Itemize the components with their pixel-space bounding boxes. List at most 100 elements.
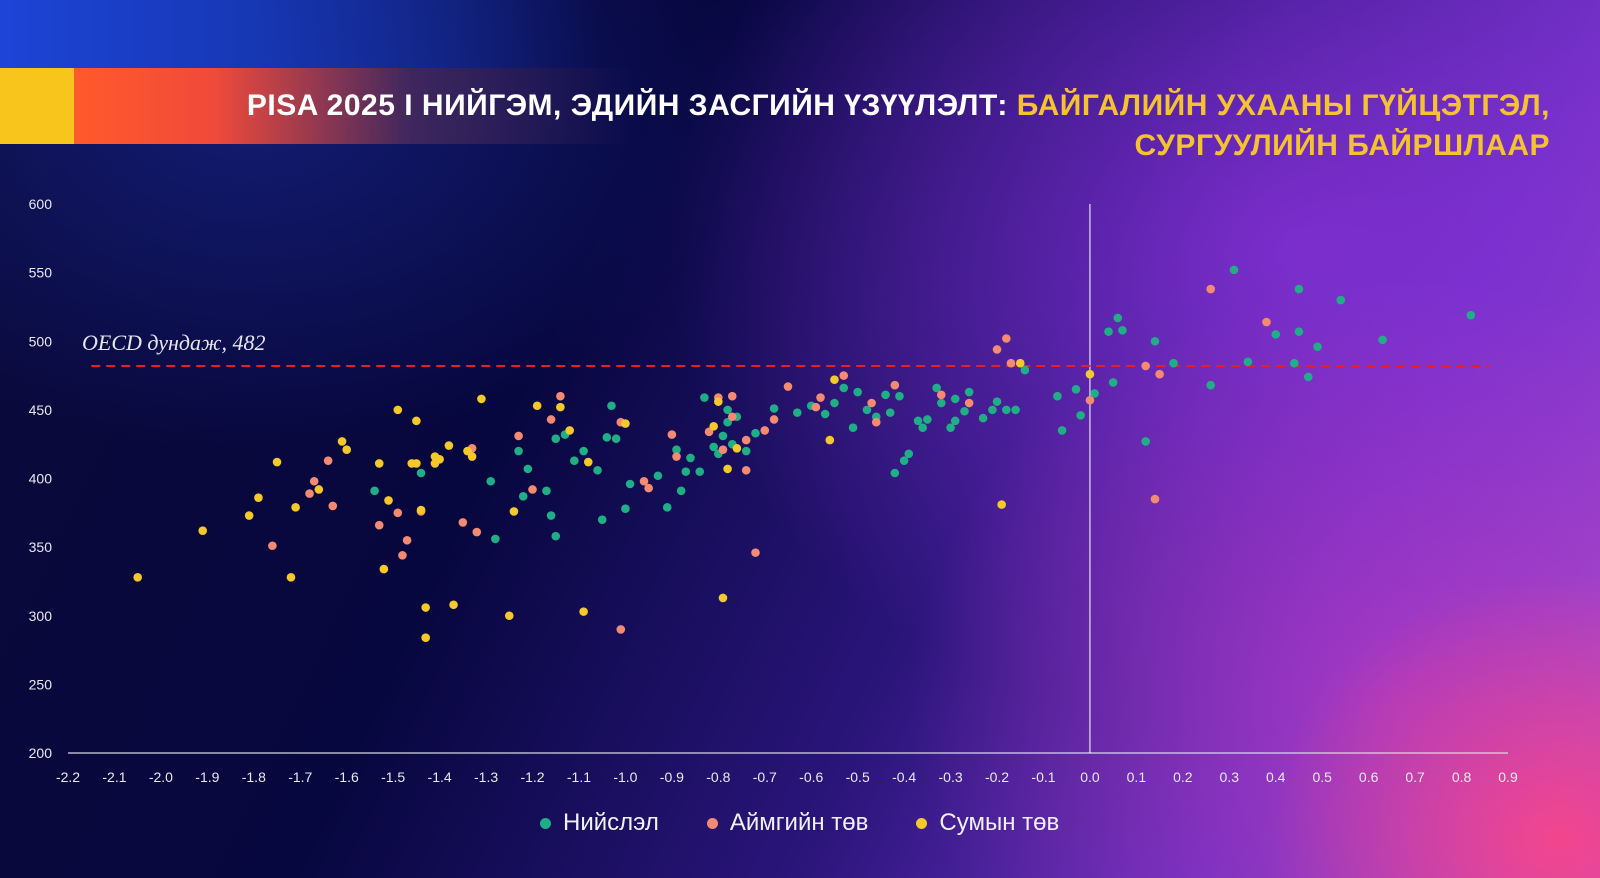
data-point-series-0 [551, 434, 561, 443]
data-point-series-1 [323, 456, 333, 465]
data-point-series-2 [421, 633, 430, 643]
oecd-average-label: OECD дундаж, 482 [82, 330, 266, 355]
x-tick-label: 0.0 [1080, 769, 1100, 785]
data-point-series-1 [398, 551, 407, 560]
x-tick-label: -0.1 [1031, 769, 1055, 785]
legend-dot-icon [706, 817, 718, 829]
data-point-series-0 [1290, 358, 1299, 368]
data-point-series-1 [472, 527, 482, 537]
data-point-series-1 [727, 391, 737, 401]
data-point-series-0 [1057, 426, 1067, 435]
x-tick-label: -2.2 [56, 769, 80, 785]
data-point-series-0 [514, 446, 523, 456]
data-point-series-1 [760, 426, 770, 435]
data-point-series-1 [890, 380, 900, 390]
data-point-series-2 [579, 607, 588, 616]
data-point-series-2 [421, 603, 430, 612]
title-part1: PISA 2025 I НИЙГЭМ, ЭДИЙН ЗАСГИЙН ҮЗҮҮЛЭ… [246, 89, 1017, 122]
chart-legend: Нийслэл Аймгийн төв Сумын төв [540, 808, 1059, 838]
data-point-series-0 [923, 415, 932, 424]
data-point-series-0 [862, 405, 872, 415]
title-part2: БАЙГАЛИЙН УХААНЫ ГҮЙЦЭТГЭЛ, [1016, 89, 1550, 122]
x-tick-label: -0.7 [753, 769, 777, 785]
data-point-series-1 [867, 398, 876, 408]
data-point-series-1 [1002, 334, 1011, 343]
data-point-series-0 [607, 401, 616, 411]
data-point-series-0 [751, 428, 760, 438]
data-point-series-0 [621, 504, 630, 513]
data-point-series-2 [732, 444, 742, 453]
data-point-series-0 [1020, 365, 1030, 375]
data-point-series-0 [662, 503, 672, 512]
data-point-series-0 [1104, 327, 1113, 336]
data-point-series-0 [960, 406, 969, 416]
data-point-series-0 [830, 398, 839, 408]
data-point-series-1 [667, 430, 677, 439]
data-point-series-2 [565, 426, 574, 435]
data-point-series-2 [374, 459, 384, 468]
data-point-series-2 [449, 600, 458, 610]
data-point-series-2 [467, 452, 477, 461]
data-point-series-0 [676, 486, 686, 496]
legend-dot-icon [540, 817, 551, 829]
legend-item-capital: Нийслэл [540, 809, 659, 837]
data-point-series-1 [672, 452, 681, 461]
data-point-series-0 [625, 479, 635, 489]
x-tick-label: -1.5 [381, 769, 405, 785]
data-point-series-1 [514, 431, 523, 441]
x-tick-label: -0.3 [939, 769, 963, 785]
data-point-series-0 [1011, 405, 1020, 415]
data-point-series-0 [964, 387, 974, 397]
x-tick-label: -0.8 [706, 769, 730, 785]
data-point-series-0 [950, 416, 960, 426]
data-point-series-0 [686, 453, 695, 463]
x-tick-label: -0.5 [846, 769, 870, 785]
x-tick-label: -1.2 [520, 769, 544, 785]
data-point-series-1 [992, 345, 1002, 354]
legend-label: Аймгийн төв [729, 809, 869, 836]
title-accent-yellow [0, 68, 74, 144]
data-point-series-2 [718, 593, 728, 603]
data-point-series-0 [1076, 411, 1085, 420]
data-point-series-0 [853, 387, 862, 397]
x-tick-label: -2.1 [102, 769, 126, 785]
data-point-series-0 [370, 486, 379, 496]
data-point-series-1 [644, 483, 653, 493]
data-point-series-2 [254, 493, 263, 503]
x-tick-label: -2.0 [149, 769, 173, 785]
data-point-series-2 [314, 485, 324, 494]
data-point-series-0 [895, 391, 904, 401]
data-point-series-1 [1150, 494, 1160, 504]
data-point-series-0 [695, 467, 705, 476]
data-point-series-0 [932, 383, 941, 393]
data-point-series-0 [416, 468, 426, 478]
data-point-series-1 [374, 520, 384, 530]
data-point-series-1 [1141, 361, 1150, 371]
data-point-series-0 [486, 476, 496, 486]
y-tick-label: 550 [29, 265, 53, 281]
data-point-series-2 [384, 496, 393, 505]
legend-dot-icon [916, 817, 928, 829]
data-point-series-1 [936, 390, 946, 400]
data-point-series-0 [653, 471, 663, 481]
data-point-series-1 [783, 382, 793, 391]
data-point-series-0 [718, 431, 728, 441]
data-point-series-2 [1015, 358, 1025, 368]
data-point-series-1 [639, 476, 649, 486]
x-tick-label: -1.1 [567, 769, 591, 785]
data-point-series-0 [890, 468, 900, 478]
y-tick-label: 500 [29, 333, 53, 349]
data-point-series-0 [546, 511, 556, 520]
data-point-series-0 [978, 413, 988, 423]
data-point-series-0 [913, 416, 923, 426]
data-point-series-2 [272, 457, 282, 467]
data-point-series-0 [1141, 437, 1150, 446]
data-point-series-1 [718, 445, 728, 454]
data-point-series-0 [1169, 358, 1178, 368]
data-point-series-2 [379, 564, 389, 574]
data-point-series-0 [1090, 389, 1099, 398]
data-point-series-0 [1294, 284, 1304, 294]
data-point-series-0 [681, 467, 691, 476]
data-point-series-0 [1336, 295, 1346, 305]
